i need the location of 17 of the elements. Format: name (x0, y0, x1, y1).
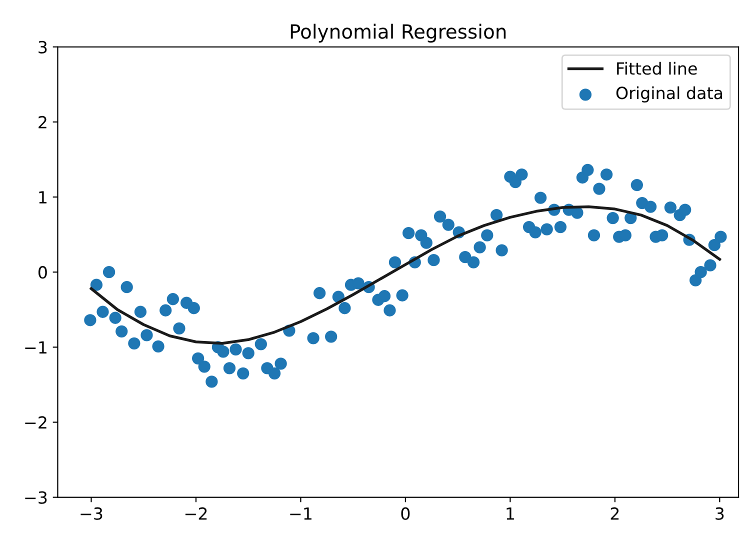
y-tick-label: 1 (39, 191, 46, 204)
y-tick-label: 2 (38, 116, 46, 128)
x-tick-label: 2 (610, 507, 619, 520)
chart-title: Polynomial Regression (290, 24, 506, 43)
x-tick-label: −1 (290, 508, 312, 520)
y-tick-label: −1 (25, 341, 46, 354)
legend-label: Fitted line (617, 62, 697, 75)
x-tick-label: −2 (185, 507, 207, 520)
x-tick-label: 1 (506, 508, 514, 520)
x-tick-label: 3 (716, 507, 724, 520)
y-tick-label: 0 (38, 266, 47, 279)
x-tick-label: −3 (80, 507, 102, 520)
x-tick-label: 0 (401, 507, 410, 520)
legend-label: Original data (616, 86, 722, 102)
y-tick-label: −3 (25, 491, 47, 504)
y-tick-label: 3 (38, 40, 47, 54)
y-tick-label: −2 (25, 416, 46, 429)
